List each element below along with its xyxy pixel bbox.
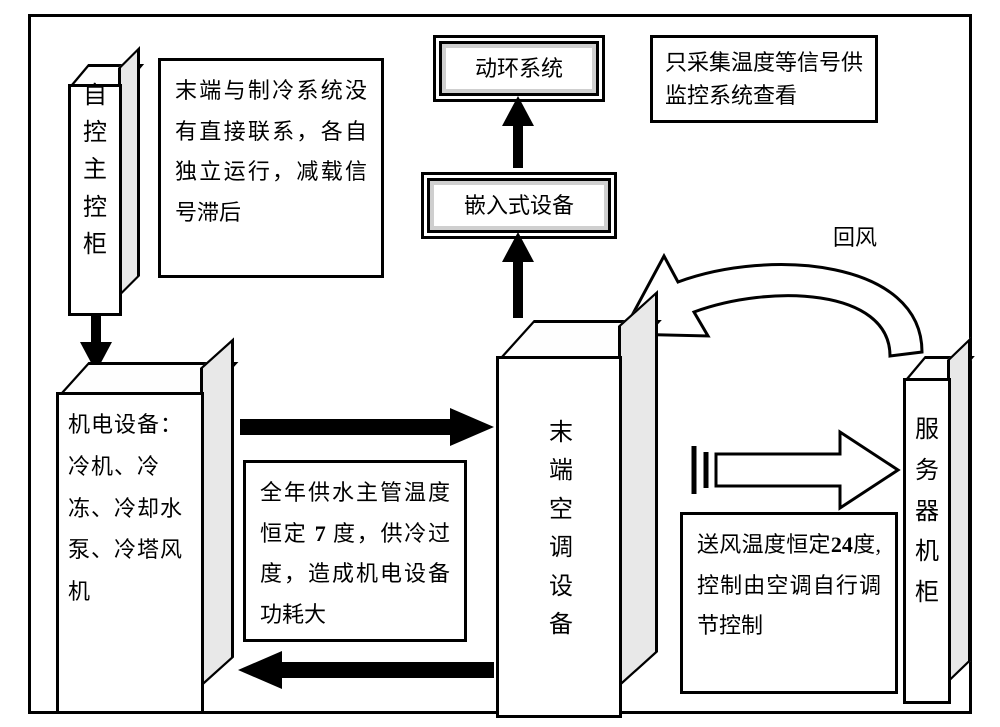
note-mid-text: 全年供水主管温度恒定 7 度，供冷过度，造成机电设备功耗大	[260, 480, 450, 627]
ctrl-cabinet-label: 自 控 主 控 柜	[72, 78, 118, 264]
terminal-ac-char: 末	[549, 414, 573, 452]
server-rack-char: 服	[915, 410, 939, 451]
terminal-ac-char: 空	[549, 491, 573, 529]
terminal-ac-char: 备	[549, 606, 573, 644]
ctrl-cabinet-char: 柜	[83, 227, 107, 264]
server-rack-char: 机	[915, 532, 939, 573]
terminal-ac-char: 调	[549, 529, 573, 567]
embedded-box: 嵌入式设备	[421, 172, 617, 239]
ctrl-cabinet-char: 控	[83, 190, 107, 227]
ctrl-cabinet-char: 控	[83, 115, 107, 152]
note-top-right: 只采集温度等信号供监控系统查看	[650, 35, 878, 123]
note-right: 送风温度恒定24度,控制由空调自行调节控制	[680, 512, 898, 694]
dh-system-box: 动环系统	[433, 35, 605, 102]
note-right-text: 送风温度恒定24度,控制由空调自行调节控制	[697, 532, 881, 638]
terminal-ac-char: 设	[549, 568, 573, 606]
terminal-ac-char: 端	[549, 452, 573, 490]
ctrl-cabinet-char: 主	[83, 152, 107, 189]
note-top-left: 末端与制冷系统没有直接联系，各自独立运行，减载信号滞后	[158, 58, 384, 278]
server-rack-char: 器	[915, 492, 939, 533]
note-mid: 全年供水主管温度恒定 7 度，供冷过度，造成机电设备功耗大	[243, 460, 467, 642]
server-rack-char: 柜	[915, 573, 939, 614]
terminal-ac-label: 末 端 空 调 设 备	[536, 414, 586, 644]
server-rack-char: 务	[915, 451, 939, 492]
mech-equip-label: 机电设备：冷机、冷冻、冷却水泵、冷塔风机	[64, 404, 198, 613]
ctrl-cabinet-char: 自	[83, 78, 107, 115]
server-rack-label: 服 务 器 机 柜	[906, 410, 948, 614]
return-air-label: 回风	[833, 220, 877, 252]
